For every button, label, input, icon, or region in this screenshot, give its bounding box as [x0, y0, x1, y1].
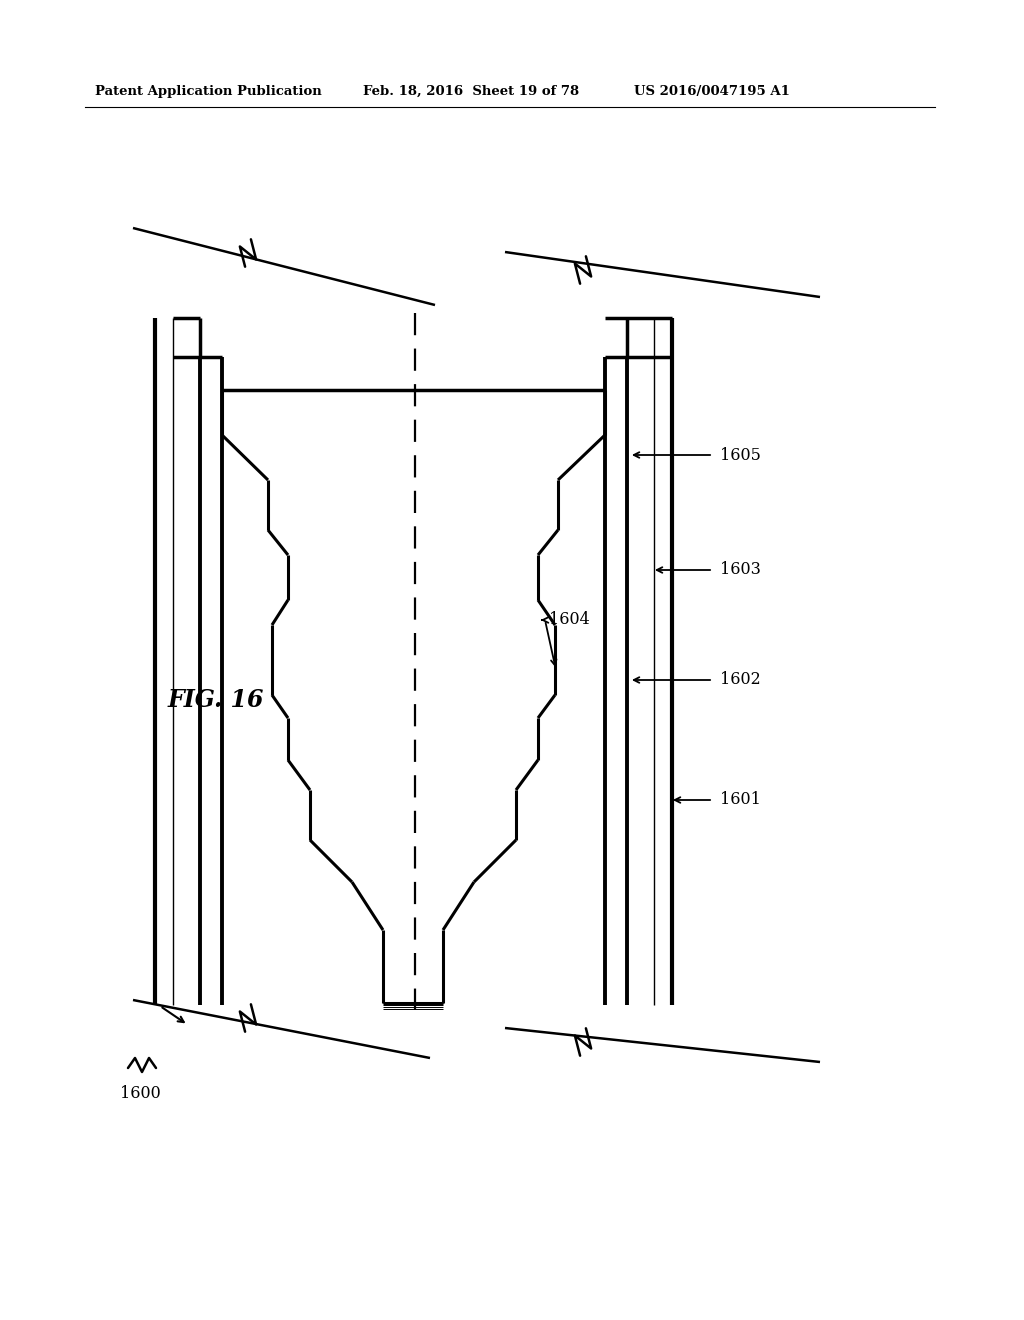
Text: Patent Application Publication: Patent Application Publication	[95, 84, 322, 98]
Text: 1601: 1601	[720, 792, 761, 808]
Text: 1602: 1602	[720, 672, 761, 689]
Text: 1605: 1605	[720, 446, 761, 463]
Text: FIG. 16: FIG. 16	[168, 688, 264, 711]
Text: Feb. 18, 2016  Sheet 19 of 78: Feb. 18, 2016 Sheet 19 of 78	[362, 84, 580, 98]
Text: 1600: 1600	[120, 1085, 161, 1101]
Text: US 2016/0047195 A1: US 2016/0047195 A1	[634, 84, 790, 98]
Text: 1604: 1604	[549, 611, 590, 628]
Text: 1603: 1603	[720, 561, 761, 578]
